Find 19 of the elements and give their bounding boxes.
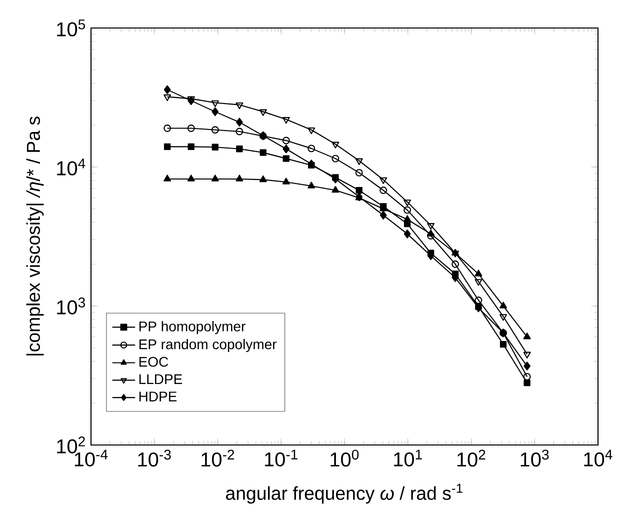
legend-label: EP random copolymer: [139, 338, 277, 352]
x-tick-label: 10$^{-3}$: [138, 450, 171, 467]
y-axis-title: |complex viscosity| /η/* / Pa s: [26, 116, 44, 356]
x-tick-label: 10$^{4}$: [584, 450, 612, 466]
y-tick-label: 10$^{2}$: [57, 436, 85, 454]
legend-label: PP homopolymer: [139, 321, 246, 334]
x-tick-label: 10$^{-2}$: [202, 450, 234, 467]
legend-label: HDPE: [139, 392, 177, 402]
x-tick-label: 10$^{1}$: [394, 450, 422, 466]
x-axis-title: angular frequency ω / rad s$^{-1}$: [226, 484, 462, 504]
legend-label: LLDPE: [139, 374, 182, 384]
x-tick-label: 10$^{2}$: [457, 450, 486, 467]
y-tick-label: 10$^{3}$: [57, 298, 86, 314]
legend-label: EOC: [139, 356, 168, 367]
x-tick-label: 10$^{3}$: [520, 450, 549, 467]
x-tick-label: 10$^{0}$: [330, 450, 359, 467]
y-tick-label: 10$^{4}$: [57, 158, 86, 176]
x-tick-label: 10$^{-1}$: [264, 450, 298, 466]
y-tick-label: 10$^{5}$: [57, 20, 86, 36]
